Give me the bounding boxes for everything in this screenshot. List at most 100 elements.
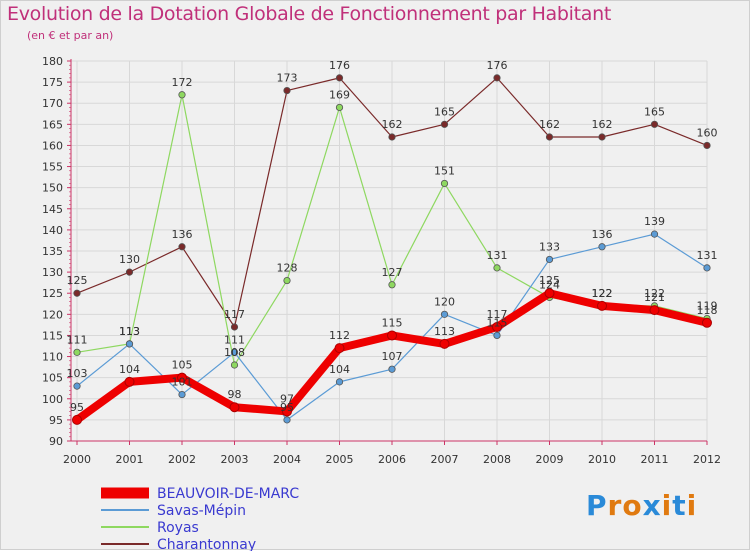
chart-subtitle: (en € et par an) [27, 29, 114, 42]
data-label: 173 [277, 72, 298, 85]
data-point [439, 338, 450, 349]
data-label: 125 [539, 274, 560, 287]
data-point [598, 133, 606, 141]
data-label: 95 [280, 401, 294, 414]
data-label: 117 [224, 308, 245, 321]
data-label: 107 [382, 350, 403, 363]
y-tick-label: 160 [42, 139, 63, 152]
data-point [388, 133, 396, 141]
data-label: 133 [539, 240, 560, 253]
data-label: 95 [70, 401, 84, 414]
data-point [388, 365, 396, 373]
data-point [493, 74, 501, 82]
data-point [703, 141, 711, 150]
data-point [124, 376, 135, 387]
data-point [649, 305, 660, 316]
data-label: 108 [224, 346, 245, 359]
data-point [545, 133, 554, 141]
data-point [178, 243, 186, 251]
data-label: 165 [434, 105, 455, 118]
x-tick-label: 2008 [483, 453, 511, 466]
data-point [283, 416, 291, 424]
data-label: 118 [697, 304, 718, 317]
data-label: 111 [224, 333, 245, 346]
data-label: 104 [329, 363, 350, 376]
y-tick-label: 155 [42, 161, 63, 174]
data-point [73, 348, 81, 356]
data-label: 115 [382, 316, 403, 329]
brand-letter: i [661, 489, 673, 522]
data-label: 162 [592, 118, 613, 131]
y-tick-label: 115 [42, 329, 63, 342]
y-tick-label: 140 [42, 224, 63, 237]
data-point [229, 402, 240, 413]
data-label: 111 [67, 333, 88, 346]
data-label: 122 [592, 287, 613, 300]
data-label: 97 [280, 392, 294, 405]
x-tick-label: 2003 [221, 453, 249, 466]
data-point [72, 414, 82, 425]
x-tick-label: 2002 [168, 453, 196, 466]
y-tick-label: 125 [42, 287, 63, 300]
data-point [440, 310, 449, 318]
legend-label: Savas-Mépin [157, 503, 246, 519]
y-tick-label: 135 [42, 245, 63, 258]
data-label: 151 [434, 164, 455, 177]
brand-letter: r [607, 489, 623, 522]
data-point [493, 264, 501, 272]
data-label: 125 [67, 274, 88, 287]
data-label: 131 [487, 249, 508, 262]
x-tick-label: 2004 [273, 453, 301, 466]
y-tick-label: 130 [42, 266, 63, 279]
data-label: 131 [697, 249, 718, 262]
data-label: 112 [329, 329, 350, 342]
data-point [283, 276, 291, 285]
brand-letter: o [622, 489, 643, 522]
data-point [125, 340, 134, 348]
legend-label: Charantonnay [157, 537, 256, 551]
y-tick-label: 95 [49, 414, 63, 427]
data-label: 101 [172, 376, 193, 389]
data-point [335, 74, 344, 82]
data-label: 127 [382, 266, 403, 279]
data-label: 169 [329, 88, 350, 101]
data-label: 113 [119, 325, 140, 338]
data-point [125, 268, 134, 276]
data-label: 128 [277, 262, 298, 275]
data-point [334, 343, 345, 354]
y-tick-label: 110 [42, 351, 63, 364]
data-label: 160 [697, 126, 718, 139]
y-tick-label: 180 [42, 55, 63, 68]
data-label: 130 [119, 253, 140, 266]
data-label: 172 [172, 76, 193, 89]
data-point [230, 323, 239, 331]
data-point [440, 179, 449, 188]
data-label: 176 [487, 59, 508, 72]
y-tick-label: 100 [42, 393, 63, 406]
data-label: 115 [487, 316, 508, 329]
x-tick-label: 2000 [63, 453, 91, 466]
data-point [598, 243, 606, 251]
chart-title: Evolution de la Dotation Globale de Fonc… [7, 3, 612, 25]
data-label: 136 [592, 228, 613, 241]
y-tick-label: 145 [42, 203, 63, 216]
data-label: 122 [592, 287, 613, 300]
legend-label: BEAUVOIR-DE-MARC [157, 486, 299, 502]
y-tick-label: 150 [42, 182, 63, 195]
y-tick-label: 120 [42, 308, 63, 321]
data-label: 113 [434, 325, 455, 338]
data-label: 122 [644, 287, 665, 300]
data-label: 113 [119, 325, 140, 338]
data-point [230, 361, 239, 369]
brand-logo: Proxiti [586, 489, 697, 522]
data-label: 136 [172, 228, 193, 241]
x-tick-label: 2001 [116, 453, 144, 466]
data-label: 117 [487, 308, 508, 321]
data-point [493, 331, 501, 340]
data-point [440, 120, 449, 128]
data-label: 103 [67, 367, 88, 380]
data-point [335, 378, 344, 386]
data-point [702, 317, 712, 328]
